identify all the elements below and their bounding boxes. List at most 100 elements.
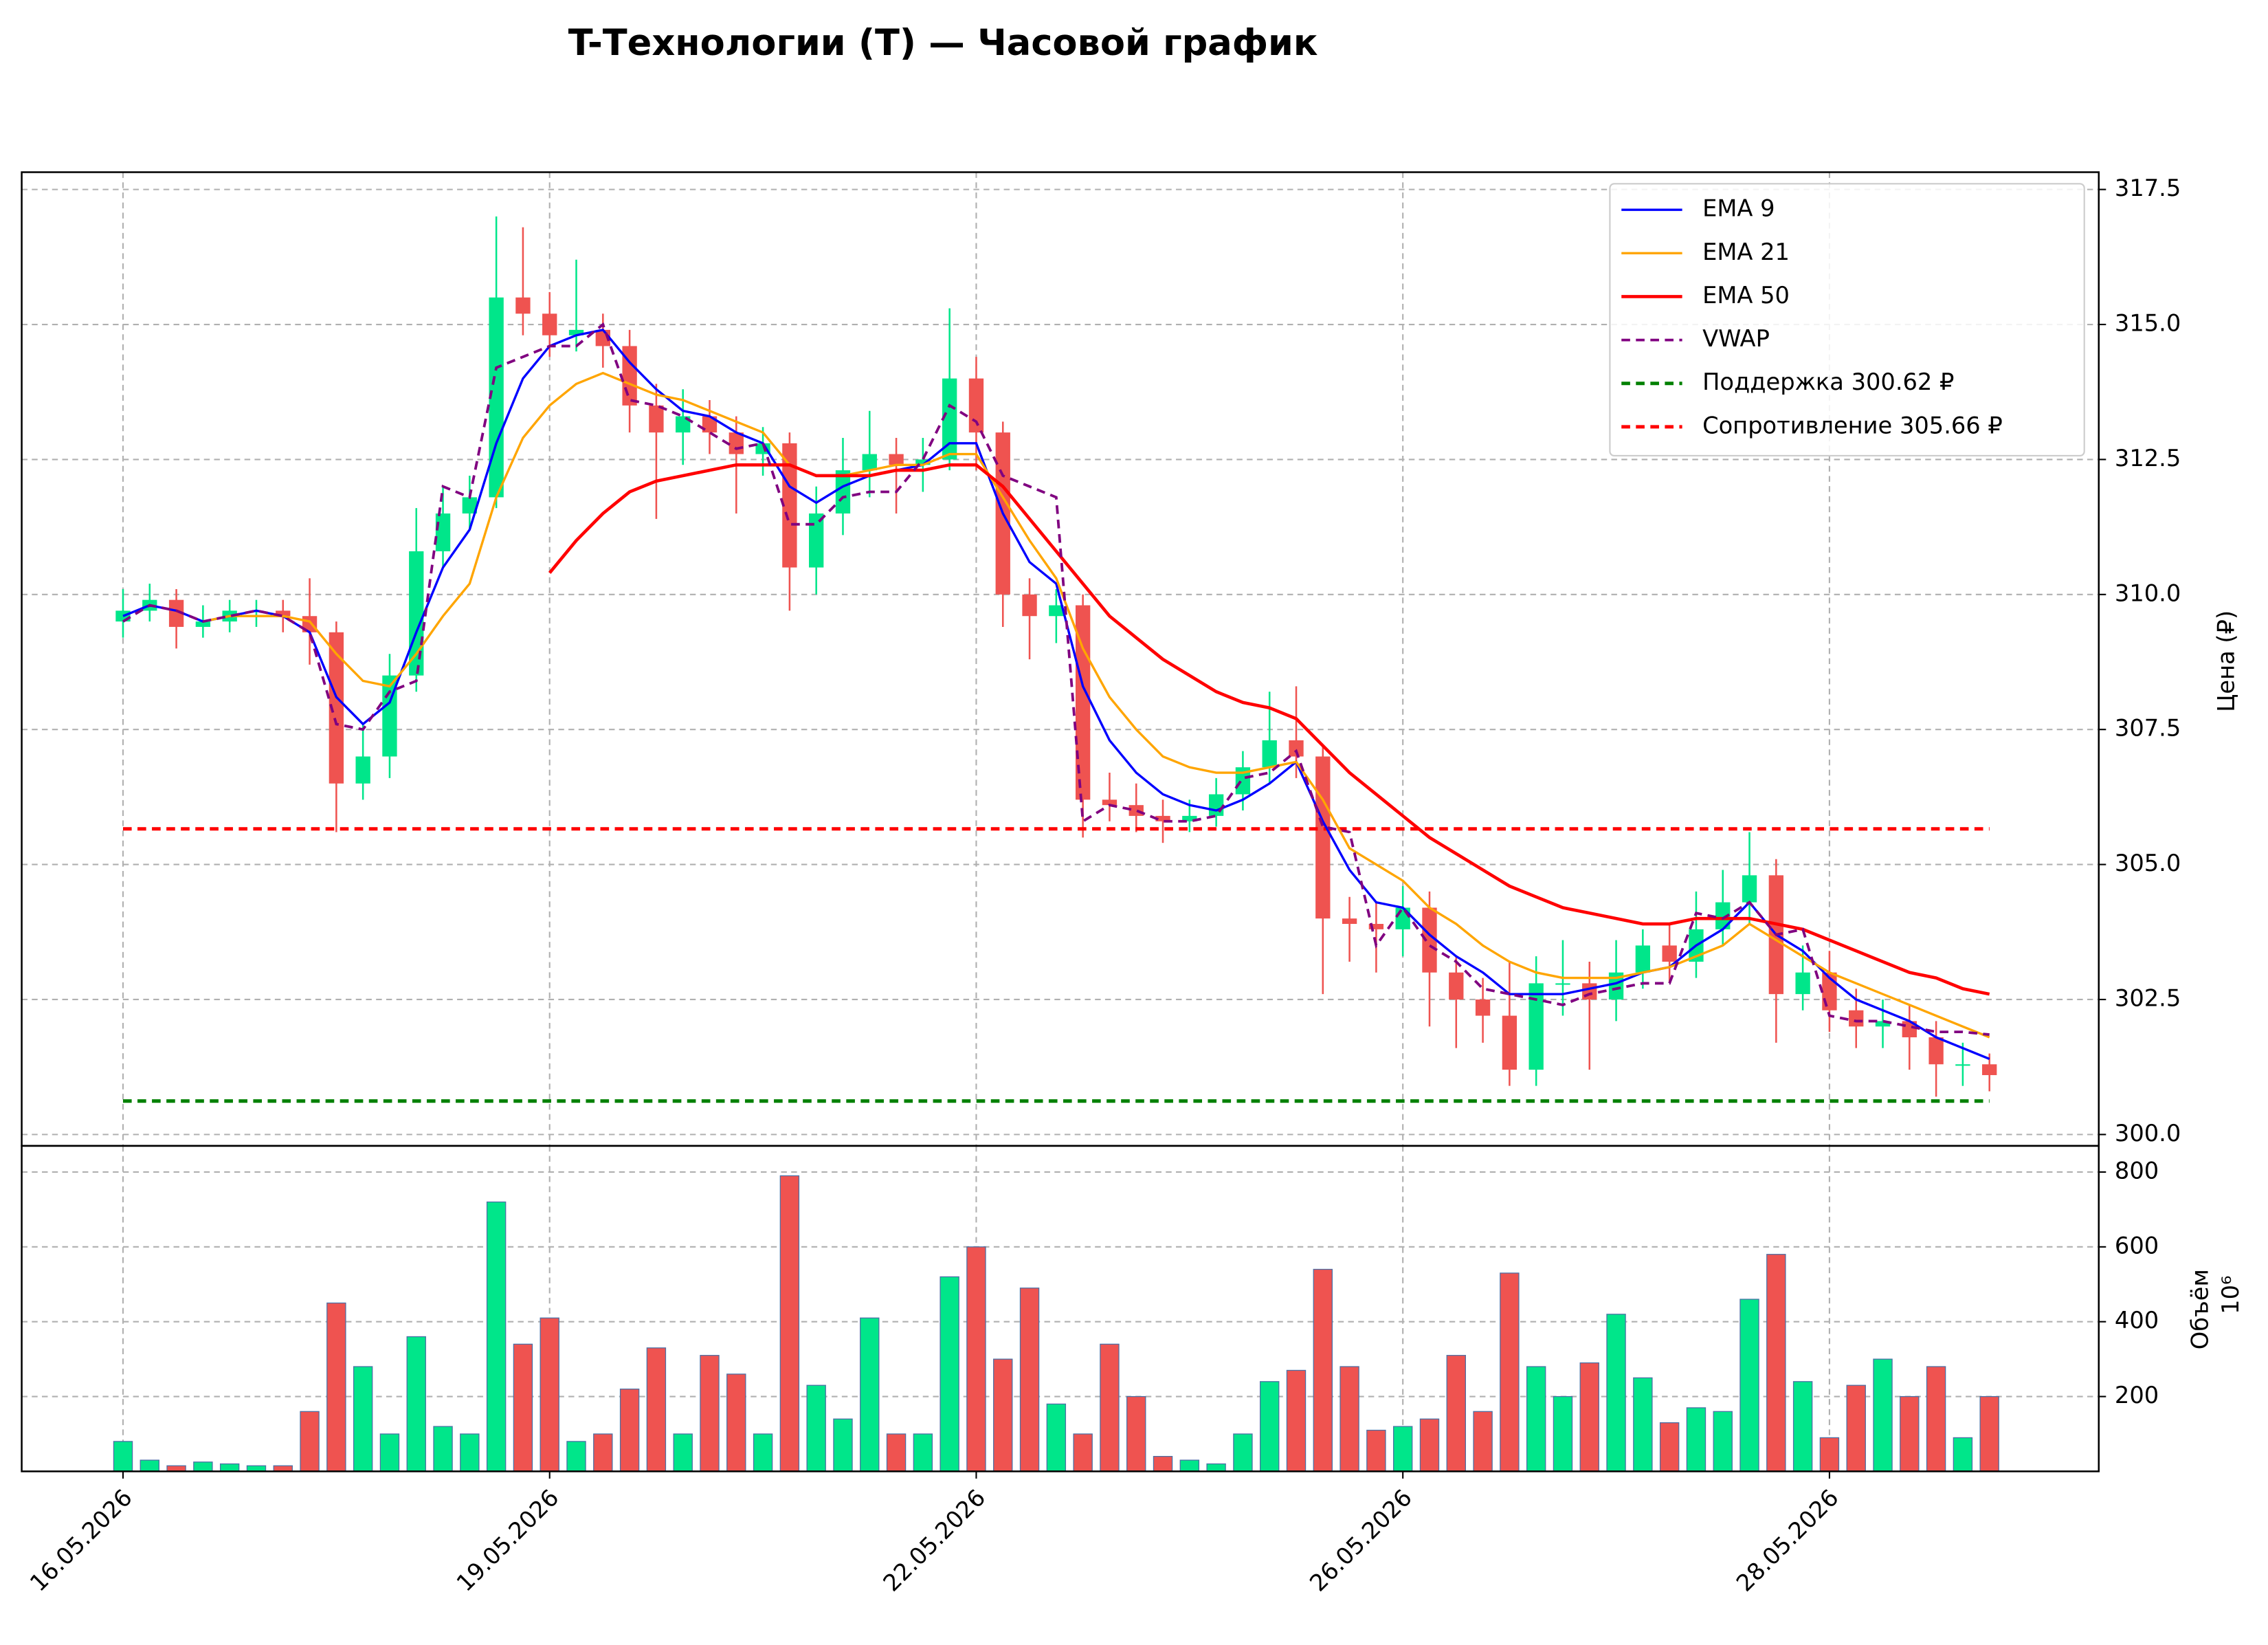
volume-bar: [1873, 1358, 1893, 1472]
volume-bar: [193, 1461, 213, 1472]
volume-bar: [1233, 1433, 1253, 1472]
candle-body: [1875, 1021, 1891, 1027]
candle-body: [568, 329, 584, 335]
volume-bar: [140, 1459, 159, 1472]
volume-bar: [513, 1343, 533, 1472]
plot-layer: 300.0 302.5 305.0 307.5 310.0 312.5 315.0 317.5…: [21, 171, 2181, 1597]
candle-body: [1102, 799, 1118, 806]
volume-bar: [1579, 1362, 1599, 1472]
legend-label: EMA 21: [1702, 239, 1790, 265]
volume-bar: [1819, 1437, 1840, 1472]
y-tick-label: 200: [2115, 1382, 2159, 1409]
volume-bar: [326, 1302, 346, 1472]
volume-bar: [806, 1384, 826, 1472]
y-tick-label: 310.0: [2115, 579, 2181, 606]
candle-body: [1928, 1037, 1944, 1065]
volume-bar: [219, 1463, 240, 1472]
volume-bar: [1339, 1366, 1359, 1472]
volume-bar: [1633, 1377, 1653, 1472]
candle-body: [1902, 1021, 1917, 1037]
candle-body: [329, 632, 344, 784]
y-tick-label: 305.0: [2115, 850, 2181, 876]
candle-body: [1742, 875, 1757, 903]
candle-body: [1262, 740, 1277, 768]
candle-body: [462, 497, 478, 514]
volume-bar: [673, 1433, 693, 1472]
volume-bar: [779, 1175, 800, 1472]
candle-body: [1715, 902, 1731, 929]
candle-body: [1502, 1015, 1517, 1070]
volume-bar: [113, 1441, 133, 1472]
candle-body: [889, 454, 904, 465]
y-tick-label: 800: [2115, 1157, 2159, 1184]
volume-bar: [1500, 1272, 1520, 1472]
legend-label: Поддержка 300.62 ₽: [1702, 368, 1954, 395]
candle-body: [1395, 907, 1410, 929]
volume-bar: [993, 1358, 1013, 1472]
volume-bar: [833, 1418, 853, 1472]
candle-body: [809, 513, 824, 568]
series-line: [122, 322, 1990, 1036]
volume-bar: [700, 1355, 720, 1472]
volume-bar: [1713, 1411, 1733, 1472]
volume-bar: [913, 1433, 933, 1472]
candle-body: [942, 378, 957, 460]
candle-body: [195, 621, 211, 627]
candle-body: [1022, 594, 1037, 617]
candle-body: [1635, 945, 1651, 973]
volume-bar: [1073, 1433, 1093, 1472]
candle-body: [1982, 1064, 1997, 1075]
volume-bar: [1179, 1459, 1200, 1472]
candle-body: [1555, 983, 1570, 985]
legend-label: EMA 50: [1702, 282, 1790, 309]
y-tick-label: 312.5: [2115, 445, 2181, 472]
volume-bar: [486, 1201, 507, 1472]
candle-body: [355, 756, 370, 784]
candle-body: [1528, 983, 1544, 1070]
series-line: [548, 463, 1990, 996]
candle-body: [1422, 907, 1437, 973]
volume-bar: [860, 1317, 880, 1472]
candle-body: [1795, 972, 1810, 995]
candle-body: [168, 599, 184, 627]
candle-body: [1368, 924, 1384, 929]
candle-body: [276, 610, 291, 617]
volume-bar: [300, 1411, 320, 1472]
volume-bar: [1900, 1395, 1920, 1472]
volume-bar: [940, 1276, 959, 1472]
volume-bar: [966, 1246, 986, 1472]
candle-body: [1849, 1010, 1864, 1027]
candle-body: [1582, 983, 1597, 1000]
candle-body: [1289, 740, 1304, 757]
volume-bar: [1739, 1299, 1759, 1472]
candle-body: [1049, 605, 1064, 617]
candle-body: [1608, 972, 1624, 1000]
candle-body: [1449, 972, 1464, 1000]
y-tick-label: 315.0: [2115, 310, 2181, 337]
legend-label: Сопротивление 305.66 ₽: [1702, 412, 2003, 439]
candle-body: [649, 405, 664, 433]
volume-bar: [1019, 1288, 1040, 1472]
volume-bar: [1846, 1384, 1866, 1472]
candle-body: [409, 551, 424, 676]
volume-bar: [1153, 1456, 1173, 1472]
y-tick-label: 400: [2115, 1307, 2159, 1334]
legend-box: [1609, 183, 2085, 457]
candle-body: [862, 454, 877, 471]
y-tick-label: 317.5: [2115, 175, 2181, 201]
candle-body: [702, 416, 718, 433]
volume-bar: [460, 1433, 480, 1472]
y-tick-label: 307.5: [2115, 715, 2181, 742]
y-tick-label: 600: [2115, 1232, 2159, 1259]
candle-body: [1955, 1064, 1970, 1066]
y-tick-label: 300.0: [2115, 1120, 2181, 1147]
volume-bar: [886, 1433, 907, 1472]
candle-body: [1129, 805, 1144, 816]
candle-body: [915, 459, 931, 465]
y-axis-label: Цена (₽): [2213, 610, 2240, 712]
volume-bar: [406, 1336, 426, 1472]
legend-label: EMA 9: [1702, 195, 1775, 222]
volume-bar: [1553, 1395, 1573, 1472]
series-line: [122, 329, 1990, 1060]
